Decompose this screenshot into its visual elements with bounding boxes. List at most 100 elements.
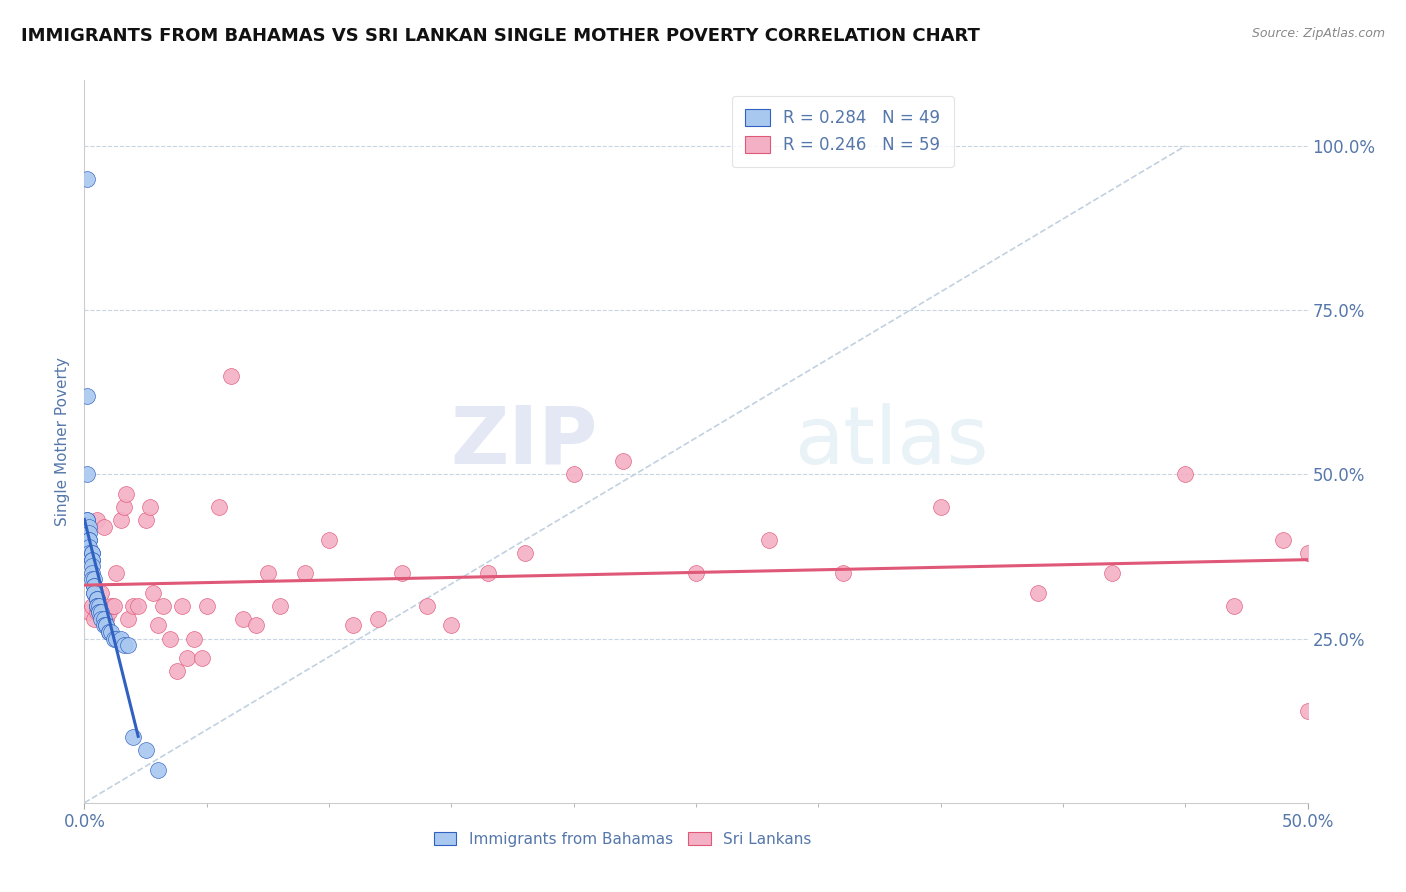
Point — [1174, 467, 1197, 482]
Point — [103, 599, 125, 613]
Point — [513, 546, 536, 560]
Point — [97, 625, 120, 640]
Point — [135, 513, 157, 527]
Point — [112, 638, 135, 652]
Point — [83, 612, 105, 626]
Point — [117, 612, 139, 626]
Point — [685, 566, 707, 580]
Point — [83, 573, 105, 587]
Point — [183, 632, 205, 646]
Point — [86, 592, 108, 607]
Point — [146, 763, 169, 777]
Point — [105, 632, 128, 646]
Text: IMMIGRANTS FROM BAHAMAS VS SRI LANKAN SINGLE MOTHER POVERTY CORRELATION CHART: IMMIGRANTS FROM BAHAMAS VS SRI LANKAN SI… — [21, 27, 980, 45]
Point — [105, 566, 128, 580]
Point — [612, 454, 634, 468]
Point — [117, 638, 139, 652]
Point — [142, 585, 165, 599]
Point — [76, 513, 98, 527]
Text: Source: ZipAtlas.com: Source: ZipAtlas.com — [1251, 27, 1385, 40]
Point — [97, 605, 120, 619]
Point — [416, 599, 439, 613]
Point — [77, 546, 100, 560]
Point — [110, 632, 132, 646]
Point — [257, 566, 280, 580]
Point — [96, 612, 118, 626]
Point — [80, 573, 103, 587]
Point — [172, 599, 194, 613]
Point — [146, 618, 169, 632]
Point — [80, 546, 103, 560]
Text: atlas: atlas — [794, 402, 988, 481]
Point — [342, 618, 364, 632]
Point — [100, 599, 122, 613]
Point — [80, 553, 103, 567]
Point — [318, 533, 340, 547]
Point — [83, 585, 105, 599]
Point — [93, 612, 115, 626]
Point — [831, 566, 853, 580]
Point — [440, 618, 463, 632]
Point — [86, 592, 108, 607]
Point — [191, 651, 214, 665]
Point — [127, 599, 149, 613]
Point — [112, 500, 135, 515]
Point — [77, 605, 100, 619]
Point — [87, 599, 110, 613]
Point — [367, 612, 389, 626]
Point — [76, 467, 98, 482]
Point — [115, 487, 138, 501]
Point — [176, 651, 198, 665]
Point — [83, 579, 105, 593]
Point — [477, 566, 499, 580]
Point — [269, 599, 291, 613]
Point — [110, 513, 132, 527]
Point — [83, 579, 105, 593]
Point — [122, 599, 145, 613]
Point — [391, 566, 413, 580]
Point — [294, 566, 316, 580]
Point — [195, 599, 218, 613]
Point — [100, 625, 122, 640]
Point — [80, 599, 103, 613]
Point — [1272, 533, 1295, 547]
Point — [77, 540, 100, 554]
Point — [87, 605, 110, 619]
Point — [135, 743, 157, 757]
Point — [245, 618, 267, 632]
Point — [87, 605, 110, 619]
Point — [152, 599, 174, 613]
Point — [90, 585, 112, 599]
Point — [83, 585, 105, 599]
Point — [76, 388, 98, 402]
Point — [1296, 704, 1319, 718]
Point — [86, 513, 108, 527]
Point — [86, 592, 108, 607]
Point — [87, 599, 110, 613]
Point — [80, 553, 103, 567]
Point — [96, 618, 118, 632]
Point — [562, 467, 585, 482]
Point — [90, 605, 112, 619]
Point — [93, 618, 115, 632]
Point — [159, 632, 181, 646]
Point — [86, 605, 108, 619]
Point — [208, 500, 231, 515]
Point — [80, 559, 103, 574]
Point — [93, 520, 115, 534]
Point — [219, 368, 242, 383]
Point — [77, 533, 100, 547]
Point — [1223, 599, 1246, 613]
Point — [103, 632, 125, 646]
Point — [1028, 585, 1050, 599]
Point — [1296, 546, 1319, 560]
Point — [758, 533, 780, 547]
Point — [929, 500, 952, 515]
Point — [77, 526, 100, 541]
Point — [77, 533, 100, 547]
Point — [77, 520, 100, 534]
Point — [139, 500, 162, 515]
Point — [76, 513, 98, 527]
Point — [80, 566, 103, 580]
Point — [80, 546, 103, 560]
